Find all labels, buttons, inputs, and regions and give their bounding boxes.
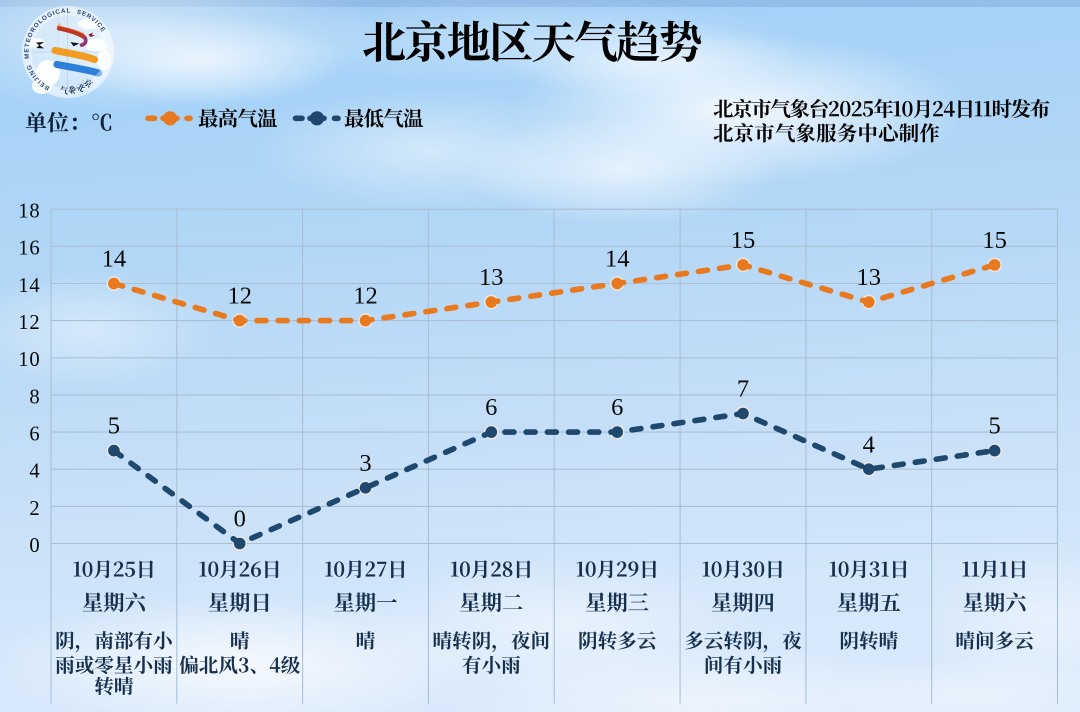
svg-text:15: 15 <box>982 227 1007 254</box>
svg-text:13: 13 <box>479 264 504 291</box>
svg-text:4: 4 <box>863 431 875 458</box>
svg-text:6: 6 <box>29 424 40 446</box>
svg-text:13: 13 <box>857 264 882 291</box>
svg-text:0: 0 <box>234 506 246 533</box>
svg-text:8: 8 <box>29 386 40 408</box>
svg-text:2: 2 <box>29 498 40 520</box>
svg-text:16: 16 <box>18 238 40 260</box>
svg-text:0: 0 <box>29 535 40 557</box>
svg-text:14: 14 <box>102 246 127 273</box>
svg-text:10: 10 <box>18 349 40 371</box>
svg-text:12: 12 <box>18 312 40 334</box>
svg-text:5: 5 <box>988 413 1000 440</box>
svg-text:12: 12 <box>353 283 378 310</box>
svg-text:4: 4 <box>29 461 40 483</box>
svg-text:14: 14 <box>605 246 630 273</box>
svg-text:12: 12 <box>227 283 252 310</box>
svg-text:6: 6 <box>611 394 623 421</box>
svg-text:6: 6 <box>485 394 497 421</box>
svg-text:3: 3 <box>359 450 371 477</box>
svg-text:18: 18 <box>18 201 40 223</box>
svg-text:7: 7 <box>737 376 749 403</box>
svg-text:5: 5 <box>108 413 120 440</box>
svg-text:15: 15 <box>731 227 756 254</box>
svg-text:14: 14 <box>18 275 40 297</box>
